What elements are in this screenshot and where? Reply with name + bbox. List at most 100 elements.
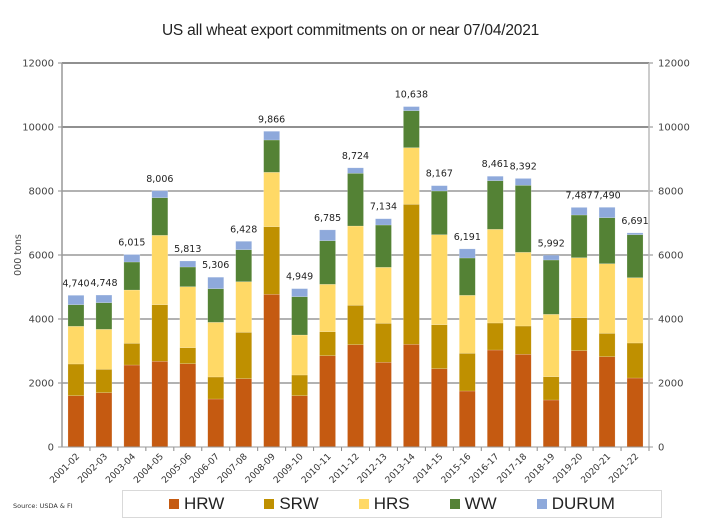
bar-segment-ww xyxy=(67,304,85,327)
legend-label: DURUM xyxy=(551,494,615,513)
bar-segment-srw xyxy=(598,333,616,357)
y2-tick-label: 6000 xyxy=(658,251,683,262)
bar-segment-durum xyxy=(179,260,197,268)
bar-segment-hrs xyxy=(570,257,588,318)
chart-title: US all wheat export commitments on or ne… xyxy=(161,22,540,39)
bar-segment-hrs xyxy=(235,281,252,333)
legend-swatch xyxy=(536,499,547,509)
bar-segment-hrs xyxy=(542,314,560,377)
bar-segment-srw xyxy=(291,374,308,396)
legend-item-durum: DURUM xyxy=(536,494,615,514)
bar-segment-hrs xyxy=(487,229,504,324)
bar-segment-hrw xyxy=(151,361,169,448)
y2-tick-label: 10000 xyxy=(658,123,690,134)
bar-segment-srw xyxy=(542,376,560,401)
bar-segment-hrw xyxy=(207,398,224,448)
y-tick-label: 0 xyxy=(48,443,54,454)
total-label: 9,866 xyxy=(258,114,285,125)
bar-segment-srw xyxy=(123,343,141,366)
total-label: 6,428 xyxy=(230,224,257,235)
bar-segment-srw xyxy=(263,226,280,295)
y2-tick-label: 2000 xyxy=(658,379,683,390)
bar-segment-ww xyxy=(263,139,280,173)
bar-segment-hrw xyxy=(263,294,280,448)
bar-segment-srw xyxy=(514,325,532,355)
bar-segment-ww xyxy=(375,224,392,268)
total-label: 5,306 xyxy=(202,260,229,271)
bar-segment-durum xyxy=(542,255,560,261)
bar-segment-srw xyxy=(179,347,197,364)
bars xyxy=(67,106,644,448)
y-tick-label: 12000 xyxy=(22,59,54,70)
y-tick-label: 4000 xyxy=(29,315,54,326)
bar-segment-hrw xyxy=(179,363,197,448)
bar-segment-hrs xyxy=(598,263,616,334)
total-label: 6,785 xyxy=(314,213,341,224)
bar-segment-hrw xyxy=(375,362,392,448)
bar-segment-hrs xyxy=(67,326,85,365)
bar-segment-ww xyxy=(347,173,364,227)
legend-label: WW xyxy=(464,494,497,513)
bar-segment-durum xyxy=(291,288,308,297)
bar-segment-hrs xyxy=(179,286,197,348)
bar-segment-srw xyxy=(570,317,588,351)
total-label: 4,748 xyxy=(90,278,117,289)
bar-segment-srw xyxy=(67,363,85,396)
legend-label: SRW xyxy=(279,494,319,513)
bar-segment-ww xyxy=(123,261,141,291)
legend-label: HRS xyxy=(373,494,410,513)
bar-segment-hrw xyxy=(235,378,252,448)
bar-segment-ww xyxy=(151,197,169,236)
bar-segment-ww xyxy=(626,234,644,278)
total-label: 10,638 xyxy=(395,90,428,101)
bar-segment-durum xyxy=(347,167,364,174)
legend-swatch xyxy=(264,499,275,509)
axes xyxy=(58,62,653,451)
bar-segment-hrw xyxy=(291,395,308,448)
bar-segment-hrs xyxy=(207,322,224,378)
bar-segment-hrs xyxy=(347,225,364,306)
bar-segment-hrs xyxy=(514,252,532,327)
total-label: 8,461 xyxy=(482,159,509,170)
bar-segment-durum xyxy=(151,190,169,198)
total-label: 6,015 xyxy=(118,238,145,249)
bar-segment-durum xyxy=(263,131,280,141)
bar-segment-ww xyxy=(431,190,448,235)
y-axis-title: 000 tons xyxy=(13,234,24,276)
bar-segment-hrs xyxy=(151,235,169,305)
bar-segment-ww xyxy=(514,185,532,253)
total-label: 5,992 xyxy=(538,238,565,249)
bar-segment-hrs xyxy=(626,277,644,344)
total-label: 8,392 xyxy=(510,161,537,172)
bar-segment-durum xyxy=(235,241,252,250)
bar-segment-durum xyxy=(319,229,336,241)
bar-segment-durum xyxy=(403,106,420,111)
total-label: 6,691 xyxy=(621,216,648,227)
bar-segment-durum xyxy=(431,185,448,192)
bar-segment-hrs xyxy=(291,334,308,376)
bar-segment-durum xyxy=(626,232,644,235)
total-label: 7,134 xyxy=(370,202,397,213)
bar-segment-hrs xyxy=(319,284,336,332)
bar-segment-ww xyxy=(570,214,588,258)
total-label: 7,490 xyxy=(593,190,620,201)
total-label: 4,949 xyxy=(286,272,313,283)
total-label: 4,740 xyxy=(62,278,89,289)
bar-segment-hrs xyxy=(459,295,476,354)
y2-tick-label: 8000 xyxy=(658,187,683,198)
y-tick-label: 10000 xyxy=(22,123,54,134)
bar-segment-durum xyxy=(570,207,588,216)
legend-item-ww: WW xyxy=(449,494,497,514)
bar-segment-hrs xyxy=(375,267,392,324)
y2-tick-label: 0 xyxy=(658,443,664,454)
bar-segment-hrw xyxy=(459,390,476,448)
bar-segment-hrw xyxy=(542,399,560,448)
bar-segment-hrs xyxy=(95,329,113,370)
legend-swatch xyxy=(169,499,180,509)
bar-segment-ww xyxy=(207,288,224,323)
legend-swatch xyxy=(358,499,369,509)
bar-segment-hrs xyxy=(403,147,420,205)
bar-segment-hrw xyxy=(487,349,504,448)
bar-segment-hrw xyxy=(95,392,113,448)
